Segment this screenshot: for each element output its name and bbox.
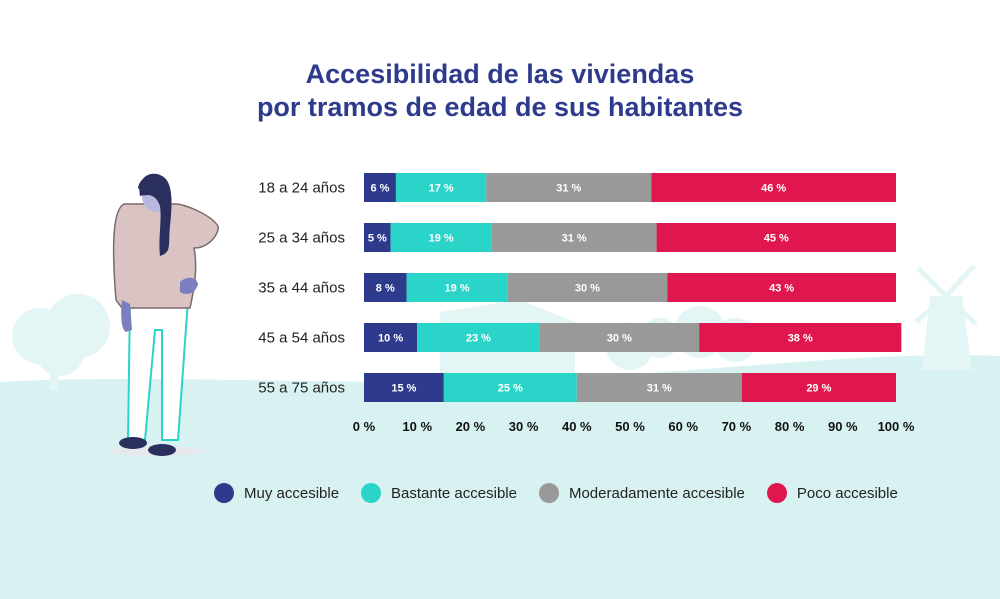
bar-value-label: 5 % <box>368 233 387 245</box>
category-label: 55 a 75 años <box>258 380 345 397</box>
legend-label-poco: Poco accesible <box>796 484 898 502</box>
bar-segment-moderadamente <box>486 173 652 202</box>
legend-item-muy: Muy accesible <box>214 483 339 503</box>
bar-segment-poco <box>699 323 902 352</box>
bar-segment-bastante <box>417 323 540 352</box>
bar-value-label: 31 % <box>647 383 672 395</box>
bar-segment-poco <box>741 373 896 402</box>
background-land <box>0 355 1000 599</box>
bar-segment-moderadamente <box>507 273 668 302</box>
bar-value-label: 19 % <box>429 233 454 245</box>
bar-value-label: 8 % <box>376 283 395 295</box>
category-label: 35 a 44 años <box>258 280 345 297</box>
bar-value-label: 23 % <box>466 333 491 345</box>
x-tick-label: 80 % <box>775 419 805 434</box>
chart-title: Accesibilidad de las viviendas por tramo… <box>0 58 1000 124</box>
bar-segment-bastante <box>390 223 492 252</box>
legend-item-moderadamente: Moderadamente accesible <box>538 483 745 503</box>
bar-segment-poco <box>656 223 896 252</box>
x-tick-label: 10 % <box>402 419 432 434</box>
bar-value-label: 25 % <box>498 383 523 395</box>
x-tick-label: 90 % <box>828 419 858 434</box>
bar-segment-poco <box>667 273 896 302</box>
legend-dot-poco <box>766 483 787 503</box>
legend: Muy accesible Bastante accesible Moderad… <box>214 482 974 504</box>
bar-segment-moderadamente <box>491 223 657 252</box>
bar-value-label: 29 % <box>806 383 831 395</box>
bar-segment-muy <box>364 373 444 402</box>
bar-segment-moderadamente <box>576 373 742 402</box>
category-label: 18 a 24 años <box>258 180 345 197</box>
bar-value-label: 45 % <box>764 233 789 245</box>
legend-label-moderadamente: Moderadamente accesible <box>568 484 745 502</box>
bar-segment-bastante <box>395 173 487 202</box>
legend-label-muy: Muy accesible <box>244 484 340 502</box>
bar-segment-bastante <box>406 273 508 302</box>
x-tick-label: 70 % <box>722 419 752 434</box>
bar-value-label: 17 % <box>429 183 454 195</box>
x-axis-tick-labels: 0 % 10 % 20 % 30 % 40 % 50 % 60 % 70 % 80 % 90 % 1… <box>353 419 915 434</box>
bar-value-label: 31 % <box>556 183 581 195</box>
x-tick-label: 0 % <box>353 419 376 434</box>
bar-segment-moderadamente <box>539 323 700 352</box>
x-tick-label: 60 % <box>668 419 698 434</box>
bar-value-label: 46 % <box>761 183 786 195</box>
chart-title-line-1: Accesibilidad de las viviendas <box>305 59 695 89</box>
x-tick-label: 30 % <box>509 419 539 434</box>
bar-value-label: 15 % <box>391 383 416 395</box>
bar-segment-bastante <box>443 373 577 402</box>
windmill-illustration <box>914 264 978 370</box>
x-tick-label: 100 % <box>878 419 915 434</box>
chart-title-line-2: por tramos de edad de sus habitantes <box>256 92 744 122</box>
bar-value-label: 31 % <box>562 233 587 245</box>
legend-label-bastante: Bastante accesible <box>391 484 517 502</box>
bar-segments <box>364 173 902 402</box>
bar-segment-muy <box>364 273 407 302</box>
category-label: 25 a 34 años <box>258 230 345 247</box>
x-tick-label: 50 % <box>615 419 645 434</box>
bar-segment-muy <box>364 323 418 352</box>
bar-value-label: 19 % <box>445 283 470 295</box>
x-tick-label: 20 % <box>456 419 486 434</box>
bar-value-label: 43 % <box>769 283 794 295</box>
bar-segment-muy <box>364 173 396 202</box>
bar-value-label: 38 % <box>788 333 813 345</box>
category-label: 45 a 54 años <box>258 330 345 347</box>
woman-illustration <box>108 173 219 456</box>
bar-value-label: 6 % <box>370 183 389 195</box>
legend-item-bastante: Bastante accesible <box>361 483 517 503</box>
bar-value-label: 30 % <box>607 333 632 345</box>
legend-dot-moderadamente <box>538 483 559 503</box>
legend-dot-muy <box>214 483 234 503</box>
bar-value-labels: 6 % 17 % 31 % 46 % 5 % 19 % 31 % 45 % 8 % 19 % 30 … <box>368 183 832 395</box>
legend-dot-bastante <box>361 483 382 503</box>
bar-value-label: 10 % <box>378 333 403 345</box>
category-labels: 18 a 24 años 25 a 34 años 35 a 44 años 45 a… <box>258 180 345 397</box>
legend-item-poco: Poco accesible <box>766 483 898 503</box>
bar-segment-muy <box>364 223 391 252</box>
x-tick-label: 40 % <box>562 419 592 434</box>
bar-segment-poco <box>651 173 896 202</box>
bar-value-label: 30 % <box>575 283 600 295</box>
